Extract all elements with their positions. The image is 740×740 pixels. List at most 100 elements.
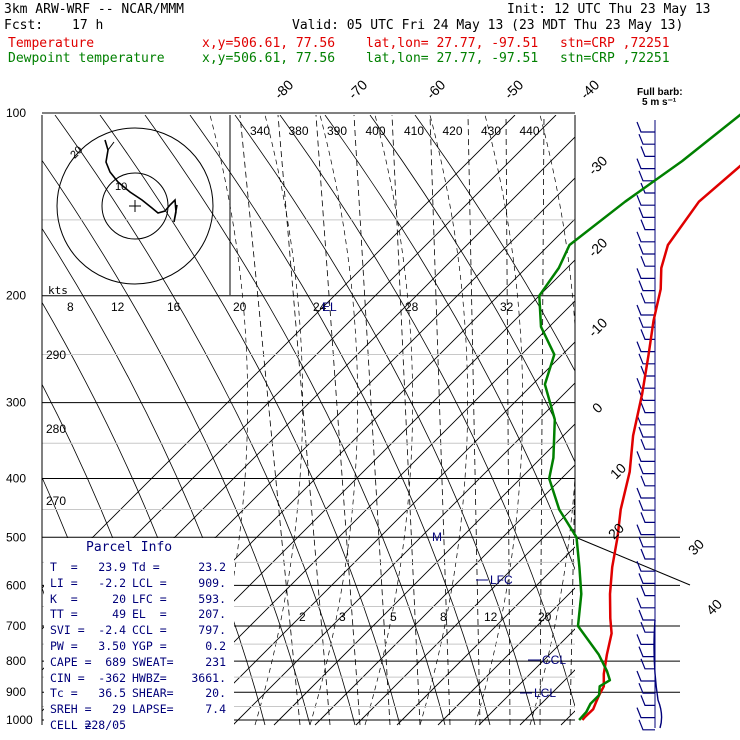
wind-barb — [638, 353, 655, 365]
forecast-hour: 17 h — [72, 18, 104, 33]
parcel-value-2: 20. — [205, 686, 226, 701]
barb-legend-line1: Full barb: — [637, 87, 683, 98]
mixing-ratio-line — [505, 115, 511, 726]
wind-barb — [636, 158, 655, 170]
hodograph-units-label: kts — [48, 284, 68, 297]
dry-adiabat — [414, 115, 575, 372]
pressure-tick-label: 200 — [6, 289, 26, 303]
hodograph-ring-label-outer: 20 — [68, 144, 85, 161]
mixing-ratio-label: 20 — [233, 300, 247, 314]
isotherm-line — [42, 115, 516, 589]
moist-adiabat — [419, 115, 468, 726]
theta-label: 440 — [520, 124, 540, 138]
dry-adiabat — [0, 115, 40, 725]
wind-barb — [636, 487, 655, 499]
wind-barb — [636, 524, 655, 536]
isotherm-line — [643, 115, 740, 725]
wind-barb — [640, 658, 655, 670]
theta-label: 410 — [404, 124, 424, 138]
lcl-marker-label: LCL — [534, 686, 556, 700]
wind-barb — [640, 585, 655, 597]
isotherm-label: 0 — [589, 399, 606, 416]
wind-barb — [640, 548, 655, 560]
ccl-marker-label: CCL — [542, 653, 566, 667]
dry-adiabat — [99, 115, 401, 726]
isotherm-line — [273, 423, 575, 726]
wind-barb — [640, 402, 655, 414]
moist-adiabat — [199, 115, 248, 726]
m-marker-label: M — [432, 530, 442, 544]
wind-barb — [638, 463, 655, 475]
parcel-label-2: HWBZ= — [132, 670, 167, 685]
temperature-xy: x,y=506.61, 77.56 — [202, 36, 336, 51]
wind-barb — [636, 414, 655, 426]
theta-e-label: 280 — [46, 422, 66, 436]
pressure-tick-label: 100 — [6, 106, 26, 120]
hodograph-ring-label: 10 — [115, 181, 127, 193]
wind-barb — [640, 255, 655, 267]
wind-barb-low-level — [653, 619, 663, 729]
parcel-value-2: 23.2 — [198, 560, 226, 574]
isotherm-line — [191, 341, 575, 726]
isotherm-label: -60 — [423, 76, 449, 102]
dry-adiabat — [42, 159, 311, 726]
moist-adiabat — [254, 115, 303, 726]
wind-barb — [638, 646, 655, 658]
mixing-ratio-line — [429, 115, 451, 726]
parcel-value-2: 3661. — [191, 670, 226, 685]
parcel-label: K = — [50, 591, 78, 606]
isotherm-label: -40 — [577, 76, 603, 102]
wind-barb — [638, 243, 655, 255]
parcel-value: 3.50 — [98, 639, 126, 653]
forecast-label: Fcst: — [4, 18, 44, 33]
hodograph-ring-outer — [56, 127, 214, 285]
isotherm-line — [232, 382, 575, 726]
wind-barb — [638, 316, 655, 328]
dry-adiabat — [42, 227, 266, 726]
pressure-tick-label: 400 — [6, 471, 26, 485]
mixing-ratio-label: 8 — [67, 300, 74, 314]
mixing-ratio-label: 28 — [405, 300, 419, 314]
wind-barb — [636, 634, 655, 645]
parcel-label: T = — [50, 560, 78, 574]
theta-label: 400 — [366, 124, 386, 138]
isotherm-label: 20 — [605, 520, 627, 542]
hodograph: 10 20 — [56, 127, 214, 285]
pressure-tick-label: 700 — [6, 619, 26, 633]
parcel-label-2: SWEAT= — [132, 654, 174, 669]
wind-barb — [636, 304, 655, 316]
isotherm-line — [478, 628, 575, 726]
wind-barb — [638, 390, 655, 401]
wind-barb — [638, 133, 655, 145]
wind-barb — [640, 182, 655, 194]
wind-barb — [638, 280, 655, 292]
moist-adiabat — [474, 115, 523, 726]
theta-label: 420 — [443, 124, 463, 138]
wind-barb — [640, 621, 655, 633]
parcel-label-2: EL = — [132, 607, 167, 622]
wind-barb — [636, 560, 655, 572]
parcel-value: 689 — [105, 654, 126, 669]
mixing-ratio-label: 24 — [313, 300, 327, 314]
theta-label: 390 — [327, 124, 347, 138]
valid-time: Valid: 05 UTC Fri 24 May 13 (23 MDT Thu … — [292, 18, 684, 33]
dry-adiabat — [189, 115, 491, 726]
hodograph-trace — [104, 139, 178, 223]
parcel-value: 23.9 — [98, 560, 126, 574]
parcel-label-2: LAPSE= — [132, 702, 174, 717]
pressure-tick-label: 1000 — [6, 713, 33, 727]
parcel-value-2: 7.4 — [205, 702, 226, 717]
isotherm-line — [602, 115, 740, 725]
mixing-ratio-line — [569, 450, 575, 726]
mixing-ratio-label: 16 — [167, 300, 181, 314]
wind-barb — [638, 609, 655, 621]
theta-label: 340 — [250, 124, 270, 138]
isotherm-label: -80 — [271, 76, 297, 102]
parcel-label: PW = — [50, 639, 78, 653]
parcel-value: 29 — [112, 702, 126, 717]
parcel-value: -2.2 — [98, 575, 126, 590]
parcel-label: SVI = — [50, 623, 85, 638]
mixing-ratio-line — [539, 115, 545, 726]
pressure-tick-label: 900 — [6, 685, 26, 699]
